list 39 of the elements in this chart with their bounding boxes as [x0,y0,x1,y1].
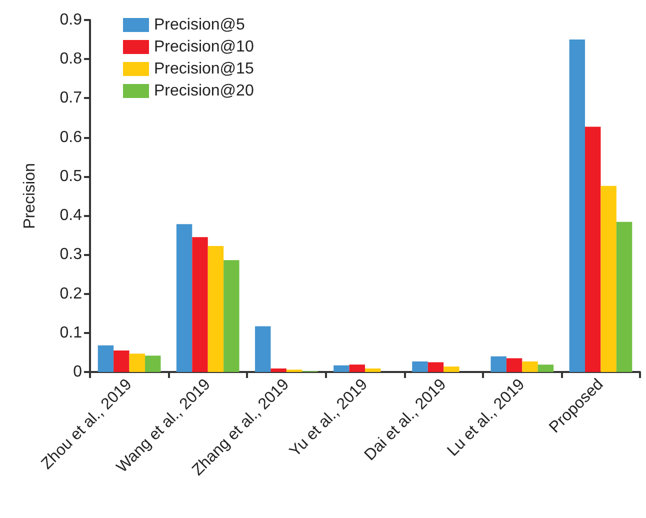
y-tick-label: 0.7 [60,90,82,107]
bar [208,246,224,372]
bar [270,368,286,372]
y-tick-label: 0.9 [60,12,82,28]
y-tick-label: 0.6 [60,128,82,146]
bar [365,368,381,372]
bar [334,365,350,372]
y-tick-label: 0.4 [60,207,82,224]
bar [569,40,585,372]
bar [98,345,114,372]
bar [224,260,240,372]
bar [538,364,554,372]
bar [600,186,616,372]
bar [349,364,365,372]
y-tick-label: 0 [73,364,82,380]
y-axis-title: Precision [22,163,38,229]
bar [176,224,192,372]
legend-label: Precision@20 [154,82,254,100]
y-tick-label: 0.2 [60,285,82,302]
bar [428,362,444,372]
legend-label: Precision@5 [154,16,246,34]
bar [114,350,130,372]
bar [192,237,208,372]
y-tick-label: 0.5 [60,168,82,185]
bar [255,326,271,372]
bar [145,356,161,372]
y-tick-label: 0.8 [60,50,82,68]
bar [522,361,538,372]
bar [506,358,522,372]
legend-label: Precision@15 [154,60,254,78]
bar [412,361,428,372]
bar [585,126,601,372]
bar [490,356,506,372]
legend-label: Precision@10 [154,38,254,56]
bar [616,222,632,372]
bar [444,366,460,372]
y-tick-label: 0.1 [60,324,82,342]
y-tick-label: 0.3 [60,246,82,264]
bar [129,354,145,372]
